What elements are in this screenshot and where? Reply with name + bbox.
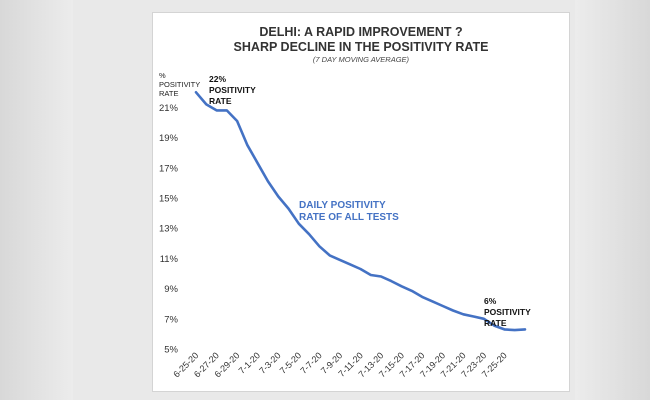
y-tick-label-5: 15% bbox=[159, 194, 179, 205]
series-label-line-2: RATE OF ALL TESTS bbox=[299, 212, 399, 223]
annotation-start-line-1: 22% bbox=[209, 74, 226, 84]
annotation-end-line-2: POSITIVITY bbox=[484, 307, 531, 317]
y-tick-label-7: 19% bbox=[159, 133, 179, 144]
x-tick-label-3: 7-1-20 bbox=[237, 350, 262, 375]
x-axis-ticks: 6-25-206-27-206-29-207-1-207-3-207-5-207… bbox=[171, 350, 508, 379]
chart-svg: DELHI: A RAPID IMPROVEMENT ? SHARP DECLI… bbox=[159, 25, 531, 379]
chart-subtitle: (7 DAY MOVING AVERAGE) bbox=[313, 55, 410, 64]
y-axis-label-line-3: RATE bbox=[159, 89, 178, 98]
x-tick-label-5: 7-5-20 bbox=[278, 350, 303, 375]
series-group bbox=[194, 91, 527, 332]
y-axis-ticks: 5% 7% 9% 11% 13% 15% 17% 19% 21% bbox=[159, 103, 179, 356]
y-tick-label-4: 13% bbox=[159, 224, 179, 235]
annotation-start-line-2: POSITIVITY bbox=[209, 85, 256, 95]
series-line-0 bbox=[194, 91, 527, 332]
chart-title-line-1: DELHI: A RAPID IMPROVEMENT ? bbox=[259, 25, 462, 39]
y-tick-label-0: 5% bbox=[164, 345, 178, 356]
chart-title-line-2: SHARP DECLINE IN THE POSITIVITY RATE bbox=[234, 40, 489, 54]
y-tick-label-6: 17% bbox=[159, 163, 179, 174]
y-tick-label-2: 9% bbox=[164, 284, 178, 295]
annotation-end-line-3: RATE bbox=[484, 318, 507, 328]
x-tick-label-4: 7-3-20 bbox=[257, 350, 282, 375]
annotation-start-line-3: RATE bbox=[209, 96, 232, 106]
annotation-end-line-1: 6% bbox=[484, 296, 497, 306]
y-tick-label-8: 21% bbox=[159, 103, 179, 114]
background-left bbox=[0, 0, 73, 400]
y-axis-label-line-2: POSITIVITY bbox=[159, 80, 200, 89]
y-tick-label-1: 7% bbox=[164, 314, 178, 325]
background-right bbox=[575, 0, 650, 400]
y-axis-label-line-1: % bbox=[159, 71, 166, 80]
x-tick-label-6: 7-7-20 bbox=[298, 350, 323, 375]
chart-card: DELHI: A RAPID IMPROVEMENT ? SHARP DECLI… bbox=[152, 12, 570, 392]
y-tick-label-3: 11% bbox=[160, 254, 179, 265]
series-label-line-1: DAILY POSITIVITY bbox=[299, 200, 386, 211]
